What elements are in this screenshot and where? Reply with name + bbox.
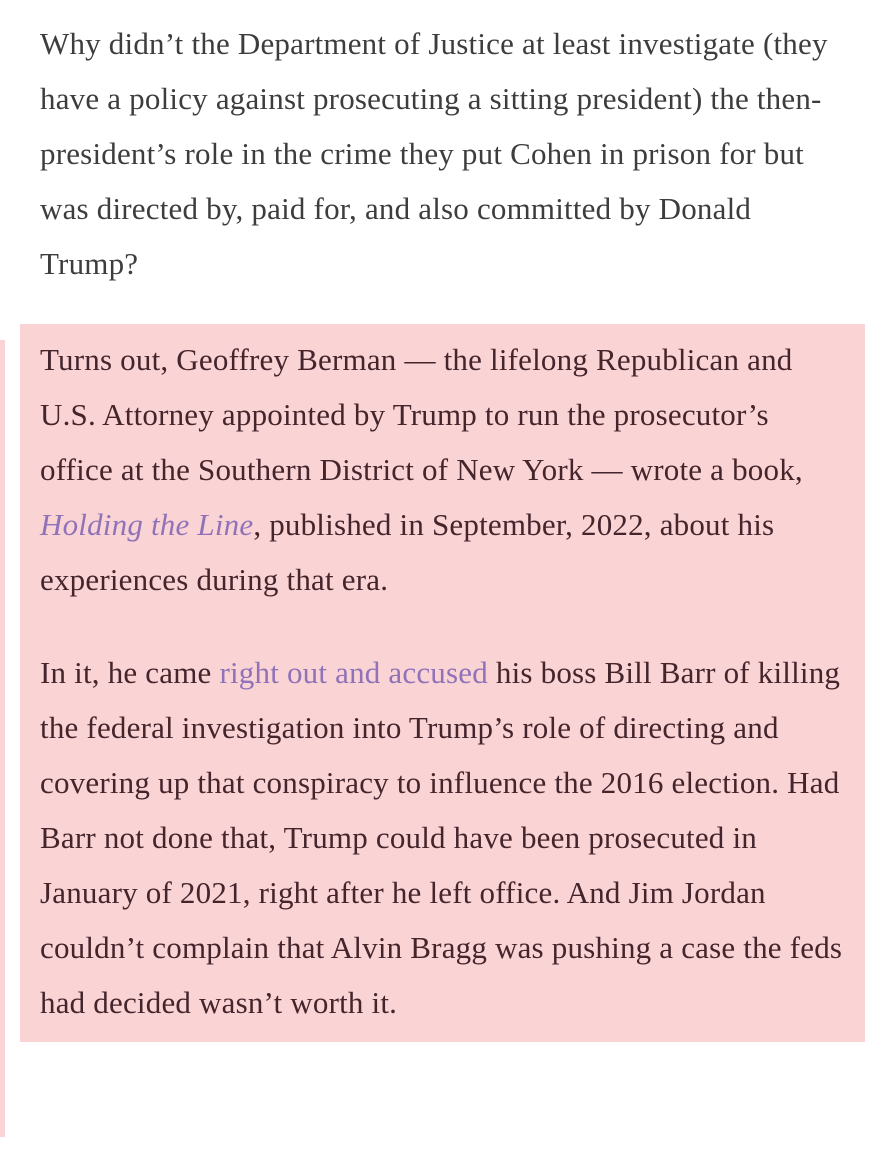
quote-paragraph-2: In it, he came right out and accused his…	[40, 645, 844, 1030]
quote-p2-text-before: In it, he came	[40, 655, 220, 690]
quote-p2-text-after: his boss Bill Barr of killing the federa…	[40, 655, 843, 1020]
quote-p1-text-before: Turns out, Geoffrey Berman — the lifelon…	[40, 342, 803, 487]
left-edge-highlight-artifact	[0, 340, 5, 1137]
quote-paragraph-1: Turns out, Geoffrey Berman — the lifelon…	[40, 332, 844, 607]
paragraph-intro-text: Why didn’t the Department of Justice at …	[40, 26, 828, 281]
quote-p1-text-after: , published in September, 2022, about hi…	[40, 507, 775, 597]
highlighted-quote-block: Turns out, Geoffrey Berman — the lifelon…	[20, 324, 865, 1042]
link-right-out-and-accused[interactable]: right out and accused	[219, 655, 488, 690]
link-holding-the-line[interactable]: Holding the Line	[40, 507, 254, 542]
article-content: Why didn’t the Department of Justice at …	[20, 16, 865, 1042]
paragraph-intro: Why didn’t the Department of Justice at …	[40, 16, 844, 291]
